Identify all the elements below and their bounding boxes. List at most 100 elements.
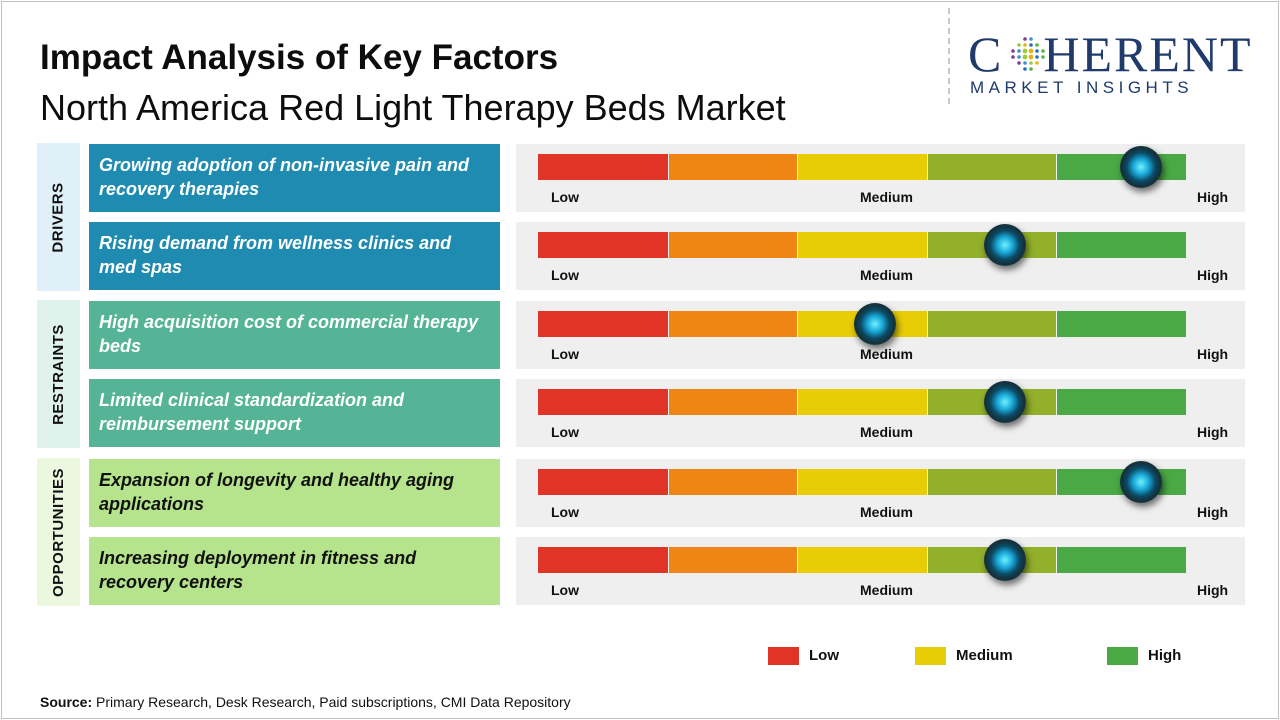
- impact-marker: [1119, 461, 1162, 503]
- impact-gauge: Low Medium High: [516, 301, 1245, 369]
- logo-dot: [1017, 61, 1021, 65]
- gauge-segment: [538, 232, 668, 258]
- logo-dot: [1028, 48, 1034, 54]
- impact-marker: [853, 303, 896, 345]
- gauge-segment: [538, 389, 668, 415]
- legend-swatch-medium: [915, 647, 946, 665]
- tick-label-high: High: [1197, 504, 1229, 520]
- factor-label: High acquisition cost of commercial ther…: [89, 301, 500, 369]
- gauge-segment: [1057, 389, 1186, 415]
- gauge-segment: [798, 547, 927, 573]
- logo-dot: [1029, 37, 1033, 41]
- tick-label-high: High: [1197, 424, 1229, 440]
- category-label-opportunities: OPPORTUNITIES: [37, 458, 80, 606]
- factor-label: Increasing deployment in fitness and rec…: [89, 537, 500, 605]
- logo-dot: [1029, 67, 1033, 71]
- tick-label-low: Low: [551, 267, 579, 283]
- impact-marker: [983, 381, 1026, 423]
- impact-marker: [983, 224, 1026, 266]
- gauge-segment: [1057, 311, 1186, 337]
- gauge-segment: [538, 154, 668, 180]
- tick-label-high: High: [1197, 346, 1229, 362]
- category-label-text: DRIVERS: [50, 181, 67, 253]
- factor-label: Expansion of longevity and healthy aging…: [89, 459, 500, 527]
- logo-dot: [1023, 43, 1027, 47]
- tick-label-low: Low: [551, 504, 579, 520]
- source-note: Source: Primary Research, Desk Research,…: [40, 694, 571, 710]
- tick-label-low: Low: [551, 189, 579, 205]
- gauge-segment: [1057, 547, 1186, 573]
- gauge-segment: [668, 154, 798, 180]
- logo-dot: [1023, 67, 1027, 71]
- logo-dot: [1029, 43, 1033, 47]
- legend-swatch-high: [1107, 647, 1138, 665]
- company-logo: C HERENT MARKET INSIGHTS: [968, 28, 1263, 103]
- logo-dot: [1041, 49, 1045, 53]
- legend-label: Low: [809, 647, 839, 664]
- page-title: Impact Analysis of Key Factors: [40, 38, 559, 77]
- tick-label-medium: Medium: [860, 504, 913, 520]
- gauge-segment: [668, 311, 798, 337]
- logo-dot: [1028, 54, 1034, 60]
- logo-divider: [948, 8, 950, 104]
- gauge-segment: [927, 154, 1057, 180]
- tick-label-medium: Medium: [860, 267, 913, 283]
- gauge-segment: [798, 389, 927, 415]
- logo-dot: [1035, 49, 1039, 53]
- logo-dot: [1035, 43, 1039, 47]
- gauge-segment: [927, 311, 1057, 337]
- tick-label-medium: Medium: [860, 346, 913, 362]
- logo-dot: [1029, 61, 1033, 65]
- logo-wordmark: C HERENT: [968, 26, 1253, 82]
- logo-dot: [1011, 55, 1015, 59]
- factor-label: Rising demand from wellness clinics and …: [89, 222, 500, 290]
- tick-label-low: Low: [551, 582, 579, 598]
- gauge-segment: [538, 469, 668, 495]
- tick-label-medium: Medium: [860, 582, 913, 598]
- logo-dot: [1011, 49, 1015, 53]
- impact-marker: [1119, 146, 1162, 188]
- impact-gauge: Low Medium High: [516, 144, 1245, 212]
- logo-dot: [1022, 48, 1028, 54]
- impact-gauge: Low Medium High: [516, 222, 1245, 290]
- logo-dot: [1035, 61, 1039, 65]
- gauge-segment: [1057, 232, 1186, 258]
- logo-dot: [1017, 49, 1021, 53]
- tick-label-high: High: [1197, 267, 1229, 283]
- logo-dot: [1023, 37, 1027, 41]
- gauge-segment: [798, 469, 927, 495]
- tick-label-low: Low: [551, 424, 579, 440]
- logo-tagline: MARKET INSIGHTS: [970, 78, 1194, 97]
- gauge-segment: [668, 232, 798, 258]
- tick-label-low: Low: [551, 346, 579, 362]
- impact-gauge: Low Medium High: [516, 459, 1245, 527]
- legend-label: High: [1148, 647, 1182, 664]
- gauge-segment: [668, 469, 798, 495]
- logo-dot: [1017, 43, 1021, 47]
- impact-marker: [983, 539, 1026, 581]
- category-label-text: OPPORTUNITIES: [50, 467, 68, 597]
- tick-label-medium: Medium: [860, 189, 913, 205]
- logo-dot: [1017, 55, 1021, 59]
- gauge-segment: [798, 154, 927, 180]
- logo-dot: [1023, 61, 1027, 65]
- logo-dot: [1022, 54, 1028, 60]
- page-subtitle: North America Red Light Therapy Beds Mar…: [40, 87, 786, 128]
- gauge-segment: [927, 469, 1057, 495]
- tick-label-high: High: [1197, 189, 1229, 205]
- logo-dot: [1041, 55, 1045, 59]
- category-label-restraints: RESTRAINTS: [37, 300, 80, 448]
- tick-label-medium: Medium: [860, 424, 913, 440]
- tick-label-high: High: [1197, 582, 1229, 598]
- category-label-drivers: DRIVERS: [37, 143, 80, 291]
- category-label-text: RESTRAINTS: [50, 323, 67, 425]
- gauge-segment: [668, 547, 798, 573]
- gauge-segment: [538, 311, 668, 337]
- logo-globe-icon: [1011, 37, 1045, 71]
- factor-label: Limited clinical standardization and rei…: [89, 379, 500, 447]
- gauge-segment: [798, 232, 927, 258]
- legend-label: Medium: [956, 647, 1013, 664]
- factor-label: Growing adoption of non-invasive pain an…: [89, 144, 500, 212]
- gauge-segment: [668, 389, 798, 415]
